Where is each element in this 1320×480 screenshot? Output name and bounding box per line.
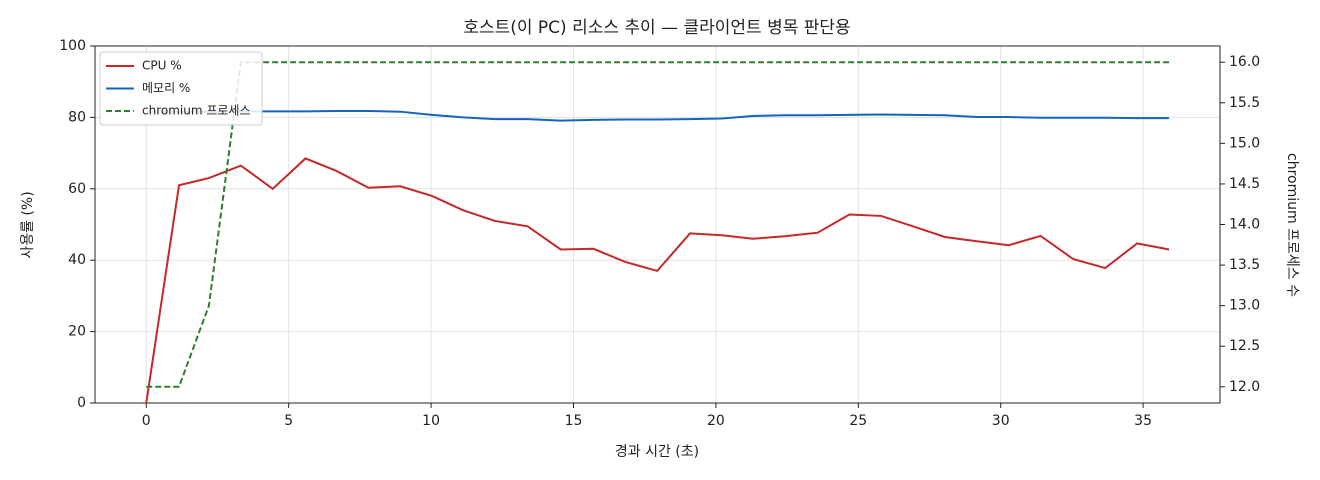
x-tick-label: 5	[284, 413, 293, 429]
x-tick-label: 20	[707, 413, 725, 429]
y2-tick-label: 12.0	[1229, 379, 1260, 395]
legend-box	[99, 51, 263, 126]
series-line	[146, 109, 1170, 122]
y2-tick-label: 16.0	[1229, 54, 1260, 70]
y-tick-label: 40	[68, 252, 86, 268]
y-tick-label: 0	[77, 395, 86, 411]
legend-label: CPU %	[142, 59, 182, 73]
y2-tick-label: 14.5	[1229, 176, 1260, 192]
y-tick-label: 60	[68, 181, 86, 197]
y-axis-label: 사용률 (%)	[20, 191, 36, 258]
y2-tick-label: 13.5	[1229, 257, 1260, 273]
series-line	[145, 157, 1170, 404]
x-tick-label: 0	[142, 413, 151, 429]
legend-label: 메모리 %	[142, 81, 190, 95]
x-axis-label: 경과 시간 (초)	[615, 444, 699, 460]
y2-tick-label: 15.0	[1229, 135, 1260, 151]
x-tick-label: 10	[422, 413, 440, 429]
y-tick-label: 20	[68, 324, 86, 340]
y2-tick-label: 15.5	[1229, 95, 1260, 111]
y2-tick-label: 14.0	[1229, 217, 1260, 233]
x-tick-label: 25	[849, 413, 867, 429]
chart-title: 호스트(이 PC) 리소스 추이 — 클라이언트 병목 판단용	[463, 18, 850, 38]
y2-tick-label: 13.0	[1229, 298, 1260, 314]
y2-axis-label: chromium 프로세스 수	[1284, 153, 1300, 297]
x-tick-label: 30	[992, 413, 1010, 429]
y-tick-label: 80	[68, 109, 86, 125]
y2-tick-label: 12.5	[1229, 338, 1260, 354]
x-tick-label: 35	[1134, 413, 1152, 429]
legend-label: chromium 프로세스	[142, 104, 251, 118]
y-tick-label: 100	[59, 38, 86, 54]
plot-frame	[94, 45, 1221, 404]
x-tick-label: 15	[565, 413, 583, 429]
series-line	[146, 61, 1170, 388]
